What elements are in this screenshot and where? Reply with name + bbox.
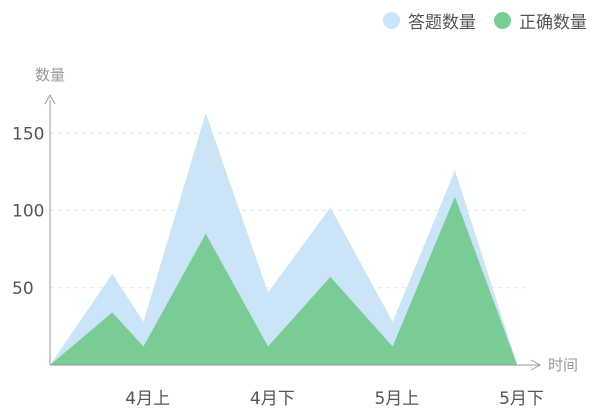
y-tick-label-100: 100 (12, 202, 44, 222)
y-tick-label-50: 50 (12, 279, 34, 299)
legend-dot-correct-count (494, 12, 511, 29)
x-axis-arrow-icon (530, 359, 542, 371)
legend-item-answer-count[interactable]: 答题数量 (383, 8, 476, 33)
chart-legend: 答题数量 正确数量 (383, 8, 587, 33)
x-tick-label-3: 5月下 (499, 389, 544, 409)
y-tick-label-150: 150 (12, 124, 44, 144)
y-axis-arrow-icon (44, 93, 56, 105)
area-series-correct-count[interactable] (50, 196, 518, 365)
legend-dot-answer-count (383, 12, 400, 29)
area-series-answer-count[interactable] (50, 113, 518, 365)
x-tick-label-2: 5月上 (374, 389, 419, 409)
y-tick-labels: 50 100 150 (12, 124, 44, 299)
legend-label-correct-count: 正确数量 (519, 13, 587, 33)
y-axis-title: 数量 (35, 66, 65, 84)
series-areas (50, 113, 518, 365)
legend-item-correct-count[interactable]: 正确数量 (494, 8, 587, 33)
axes: 数量 时间 (35, 66, 578, 374)
x-axis-title: 时间 (548, 356, 578, 374)
legend-label-answer-count: 答题数量 (408, 13, 476, 33)
x-tick-label-1: 4月下 (250, 389, 295, 409)
x-tick-labels: 4月上 4月下 5月上 5月下 (125, 389, 544, 409)
x-tick-label-0: 4月上 (125, 389, 170, 409)
